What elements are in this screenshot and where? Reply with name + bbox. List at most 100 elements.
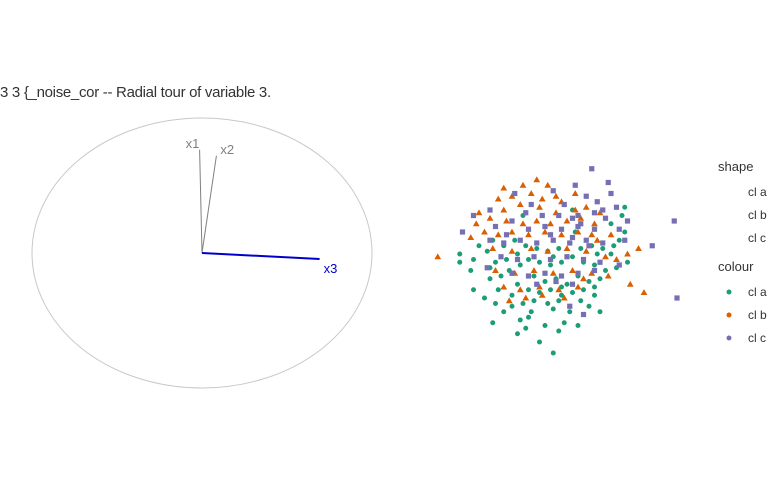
point-cl-b-60 — [544, 181, 552, 188]
point-cl-c-35 — [509, 270, 515, 276]
point-cl-c-60 — [616, 262, 622, 268]
point-cl-b-41 — [602, 253, 609, 260]
point-cl-c-45 — [487, 207, 493, 213]
point-cl-a-16 — [548, 262, 553, 268]
point-cl-b-50 — [500, 283, 508, 290]
point-cl-c-6 — [605, 179, 611, 186]
point-cl-c-2 — [649, 243, 655, 249]
legend-colour-key-0 — [726, 289, 732, 295]
point-cl-b-38 — [544, 247, 552, 254]
point-cl-c-64 — [591, 210, 598, 216]
point-cl-b-47 — [569, 267, 576, 274]
point-cl-b-58 — [560, 294, 568, 301]
point-cl-b-17 — [475, 209, 483, 216]
point-cl-c-37 — [542, 270, 548, 276]
point-cl-b-2 — [640, 289, 648, 296]
point-cl-c-22 — [517, 237, 523, 243]
point-cl-a-49 — [493, 301, 498, 306]
point-cl-c-5 — [589, 166, 595, 172]
point-cl-a-85 — [468, 268, 474, 273]
point-cl-c-44 — [470, 212, 477, 219]
point-cl-c-43 — [569, 281, 576, 287]
point-cl-a-77 — [600, 246, 606, 251]
point-cl-b-30 — [541, 228, 549, 235]
point-cl-a-20 — [592, 262, 597, 268]
legend-shape-label-0: cl a — [748, 185, 767, 199]
point-cl-b-42 — [613, 256, 620, 263]
point-cl-c-52 — [608, 190, 614, 197]
point-cl-a-40 — [515, 281, 520, 287]
point-cl-a-0 — [550, 306, 556, 312]
point-cl-b-32 — [574, 228, 582, 235]
point-cl-b-37 — [527, 245, 535, 252]
point-cl-a-57 — [561, 320, 567, 326]
point-cl-c-19 — [591, 226, 598, 232]
point-cl-c-40 — [591, 267, 598, 274]
legend: shape cl a cl b cl c colour cl a cl b cl c — [718, 159, 767, 345]
point-cl-a-46 — [581, 287, 586, 293]
point-cl-a-75 — [578, 246, 584, 251]
point-cl-b-48 — [588, 269, 596, 276]
point-cl-b-16 — [552, 192, 560, 199]
point-cl-b-53 — [555, 286, 563, 293]
point-cl-a-31 — [531, 273, 537, 279]
legend-colour-key-2 — [726, 335, 732, 341]
point-cl-a-62 — [537, 339, 542, 345]
unit-circle — [31, 117, 373, 389]
point-cl-c-67 — [503, 232, 510, 238]
point-cl-c-57 — [567, 303, 573, 309]
point-cl-a-48 — [501, 309, 507, 315]
point-cl-b-65 — [580, 275, 587, 282]
point-cl-a-54 — [556, 298, 562, 304]
point-cl-c-50 — [512, 190, 518, 197]
point-cl-a-84 — [457, 259, 463, 265]
point-cl-c-27 — [600, 240, 606, 246]
point-cl-a-25 — [622, 229, 628, 235]
point-cl-b-24 — [577, 214, 585, 221]
point-cl-a-23 — [625, 259, 630, 265]
point-cl-c-65 — [547, 232, 554, 238]
axis-label-x2: x2 — [220, 142, 234, 157]
point-cl-b-9 — [571, 206, 579, 213]
point-cl-b-61 — [571, 190, 579, 197]
point-cl-c-17 — [558, 226, 565, 232]
point-cl-a-44 — [559, 284, 564, 290]
point-cl-c-7 — [572, 182, 578, 188]
point-cl-b-59 — [519, 181, 527, 188]
point-cl-a-1 — [559, 292, 564, 298]
point-cl-a-14 — [526, 257, 531, 262]
point-cl-a-71 — [534, 246, 540, 251]
axis-line-x1 — [199, 149, 203, 254]
point-cl-a-70 — [523, 243, 529, 249]
point-cl-b-28 — [508, 228, 516, 235]
point-cl-b-62 — [533, 176, 541, 183]
point-cl-b-54 — [574, 283, 582, 290]
point-cl-a-13 — [515, 251, 520, 257]
point-cl-b-10 — [582, 203, 590, 210]
legend-shape-label-2: cl c — [748, 231, 766, 245]
point-cl-c-15 — [525, 226, 532, 232]
point-cl-b-35 — [489, 245, 497, 252]
point-cl-a-26 — [608, 221, 614, 227]
point-cl-c-9 — [575, 212, 581, 219]
point-cl-b-56 — [522, 294, 530, 301]
point-cl-c-41 — [534, 281, 540, 287]
point-cl-a-53 — [545, 301, 551, 306]
point-cl-c-33 — [580, 256, 587, 263]
axes-circle-panel: x1 x2 x3 — [31, 117, 373, 389]
point-cl-b-23 — [563, 217, 571, 224]
point-cl-a-45 — [570, 290, 575, 295]
point-cl-b-6 — [516, 201, 524, 208]
point-cl-b-39 — [563, 245, 571, 252]
point-cl-b-26 — [481, 228, 488, 235]
point-cl-c-34 — [597, 259, 603, 265]
chart-title: 3 3 {_noise_cor -- Radial tour of variab… — [0, 84, 271, 101]
point-cl-c-51 — [550, 188, 556, 194]
point-cl-c-61 — [586, 243, 592, 249]
point-cl-b-18 — [486, 214, 494, 221]
point-cl-c-20 — [487, 237, 493, 243]
axis-label-x1: x1 — [186, 136, 200, 151]
point-cl-c-3 — [624, 218, 631, 224]
point-cl-a-21 — [603, 268, 608, 273]
point-cl-c-30 — [531, 254, 537, 260]
